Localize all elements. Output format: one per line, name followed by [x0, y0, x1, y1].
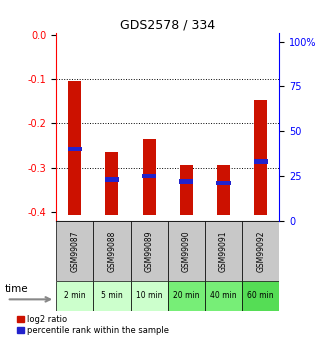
Bar [131, 221, 168, 281]
Text: GSM99087: GSM99087 [70, 230, 79, 272]
Bar [105, 177, 119, 182]
Bar [254, 159, 268, 164]
Bar [168, 281, 205, 310]
Bar [242, 221, 279, 281]
Bar [131, 281, 168, 310]
Text: 5 min: 5 min [101, 291, 123, 300]
Bar [93, 221, 131, 281]
Legend: log2 ratio, percentile rank within the sample: log2 ratio, percentile rank within the s… [17, 315, 169, 335]
Text: GSM99090: GSM99090 [182, 230, 191, 272]
Bar [217, 166, 230, 216]
Bar [143, 139, 156, 216]
Title: GDS2578 / 334: GDS2578 / 334 [120, 19, 215, 32]
Bar [56, 221, 93, 281]
Bar [216, 181, 231, 185]
Text: GSM99089: GSM99089 [145, 230, 154, 272]
Bar [205, 221, 242, 281]
Bar [205, 281, 242, 310]
Bar [142, 174, 156, 178]
Bar [254, 100, 267, 216]
Text: time: time [4, 284, 28, 294]
Bar [180, 166, 193, 216]
Text: GSM99092: GSM99092 [256, 230, 265, 272]
Bar [56, 281, 93, 310]
Text: GSM99091: GSM99091 [219, 230, 228, 272]
Bar [105, 152, 118, 216]
Bar [242, 281, 279, 310]
Text: GSM99088: GSM99088 [108, 230, 117, 272]
Bar [68, 147, 82, 151]
Bar [179, 179, 194, 184]
Text: 10 min: 10 min [136, 291, 162, 300]
Text: 2 min: 2 min [64, 291, 86, 300]
Bar [93, 281, 131, 310]
Bar [68, 81, 81, 216]
Text: 60 min: 60 min [247, 291, 274, 300]
Bar [168, 221, 205, 281]
Text: 20 min: 20 min [173, 291, 200, 300]
Text: 40 min: 40 min [210, 291, 237, 300]
